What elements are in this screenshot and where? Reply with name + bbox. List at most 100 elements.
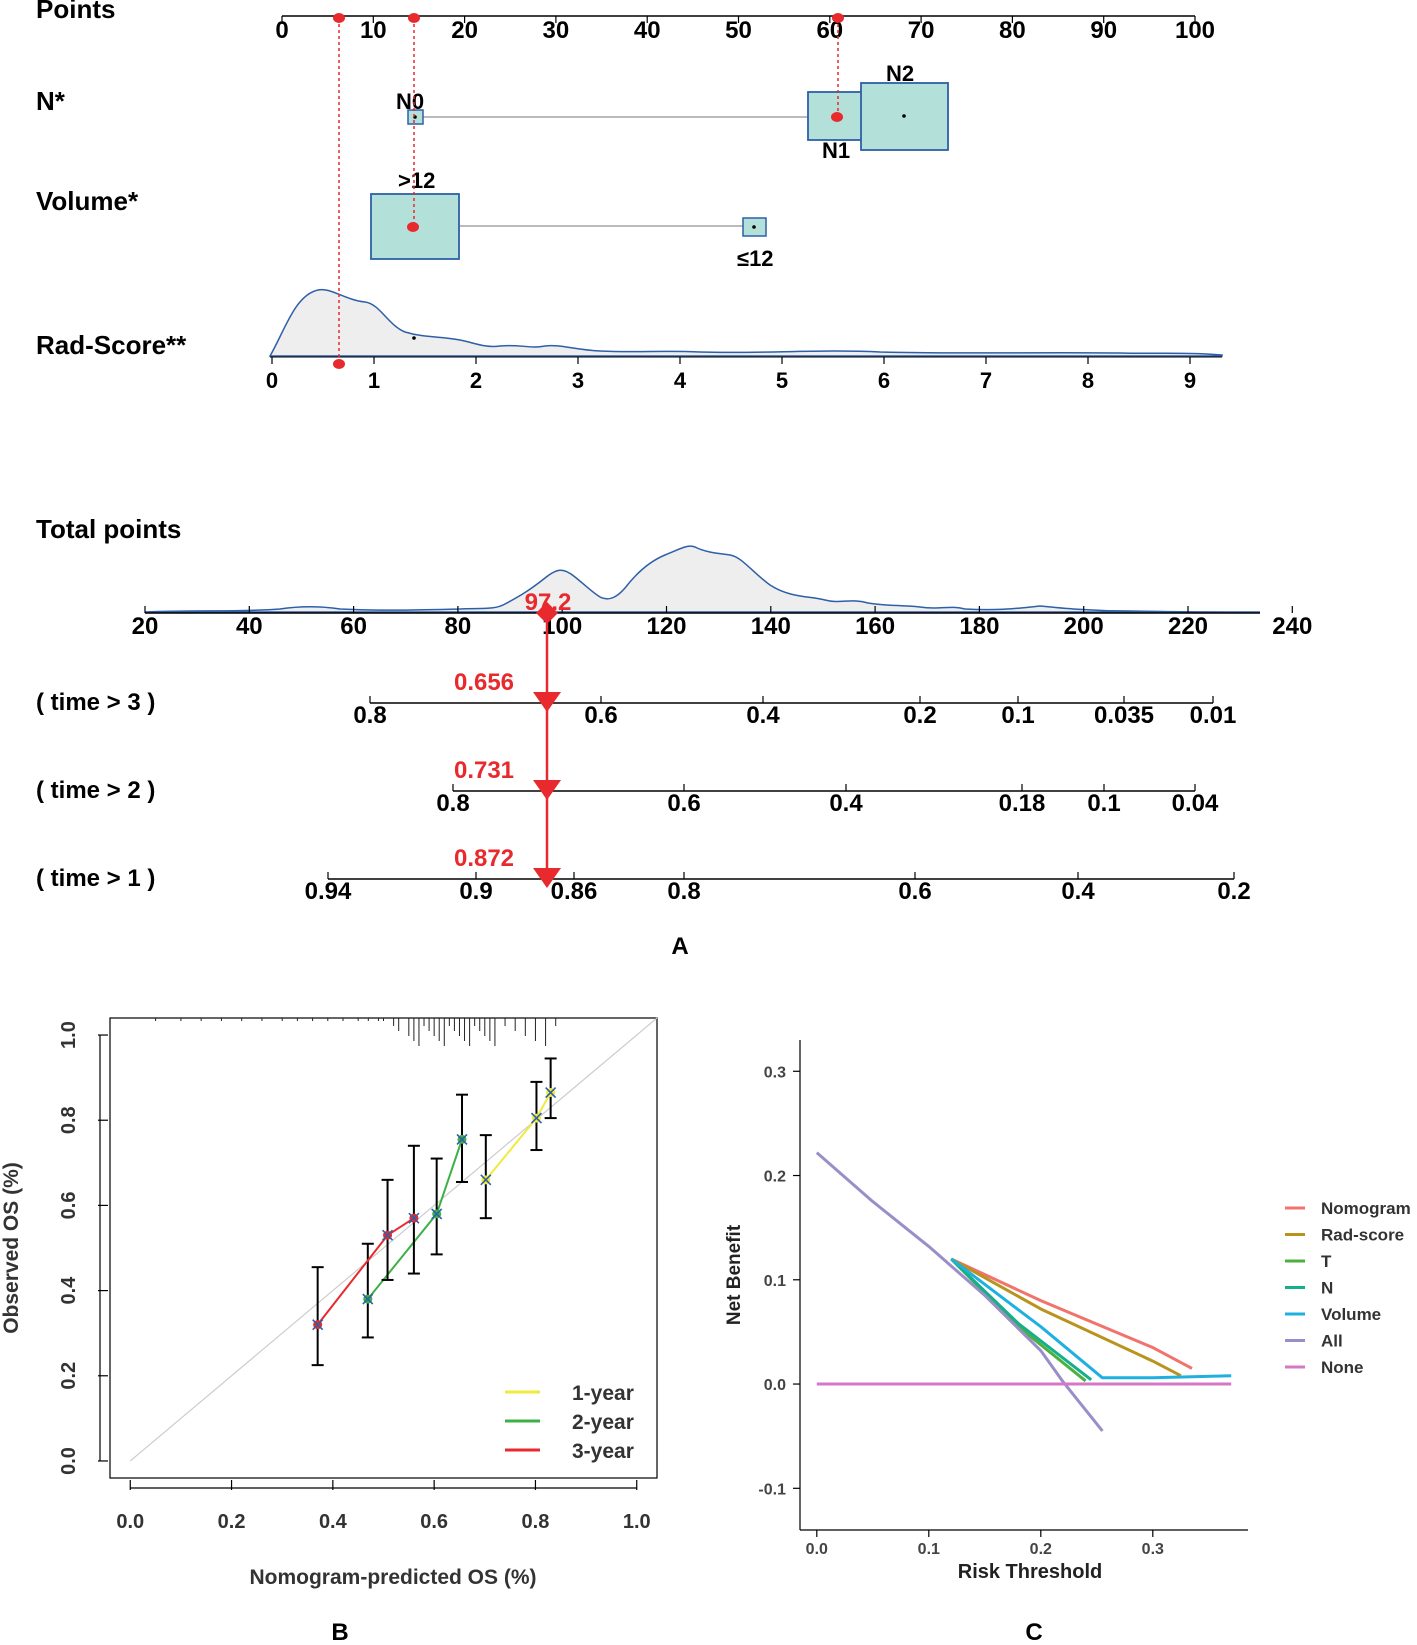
tick-label: 0.86 — [551, 878, 598, 905]
tick-label: 7 — [980, 368, 992, 393]
tick-label: 0.8 — [667, 878, 700, 905]
legend-label: 3-year — [572, 1440, 634, 1463]
selection-guides — [338, 18, 839, 366]
tick-label: 0.94 — [305, 878, 352, 905]
time2-tick-group: 0.8 0.6 0.4 0.18 0.1 0.04 — [436, 784, 1219, 817]
tick-label: 0.4 — [1061, 878, 1095, 905]
dca-ylabel: Net Benefit — [724, 1224, 745, 1325]
calibration-legend: 1-year 2-year 3-year — [505, 1382, 634, 1463]
time2-axis: 0.8 0.6 0.4 0.18 0.1 0.04 — [436, 784, 1219, 817]
tick-label: 0.6 — [584, 702, 617, 729]
tick-label: 2 — [470, 368, 482, 393]
point-cross — [362, 1293, 374, 1305]
tick-label: 0.6 — [898, 878, 931, 905]
legend-label: 2-year — [572, 1411, 634, 1434]
y-tick-label: 0.2 — [764, 1169, 786, 1186]
tick-label: 0.035 — [1094, 702, 1154, 729]
x-tick-label: 1.0 — [623, 1511, 651, 1533]
y-tick-label: 0.1 — [764, 1273, 786, 1290]
series-Nomogram-line — [950, 1257, 1193, 1370]
x-tick-label: 0.0 — [806, 1541, 828, 1558]
tick-label: 0.01 — [1190, 702, 1237, 729]
y-tick-label: 0.3 — [764, 1064, 786, 1081]
point-cross — [456, 1133, 468, 1145]
marker-n — [832, 13, 844, 23]
volume-row: >12 ≤12 — [370, 168, 774, 271]
point-cross — [381, 1229, 394, 1241]
time1-prediction: 0.872 — [454, 845, 514, 872]
tick-label: 240 — [1272, 613, 1312, 640]
tick-label: 220 — [1168, 613, 1208, 640]
volume-le12-label: ≤12 — [737, 246, 774, 271]
tick-label: 140 — [751, 613, 791, 640]
tick-label: 0 — [266, 368, 278, 393]
total-points-row: 20 40 60 80 100 120 140 160 180 200 220 240 97.2 — [132, 545, 1312, 640]
dca-xlabel: Risk Threshold — [958, 1561, 1102, 1583]
legend-label: 1-year — [572, 1382, 634, 1405]
tick-label: 60 — [340, 613, 367, 640]
dca-panel: 0.0 0.1 0.2 0.3 -0.1 0.0 0.1 0.2 0.3 Risk Thresh… — [724, 1040, 1411, 1645]
tick-label: 6 — [878, 368, 890, 393]
tick-label: 4 — [674, 368, 687, 393]
y-tick-label: 0.0 — [58, 1447, 80, 1475]
dca-series — [815, 1151, 1232, 1432]
legend-label: T — [1321, 1252, 1332, 1271]
point-cross — [431, 1208, 443, 1220]
n2-label: N2 — [886, 61, 914, 86]
tick-label: 0.8 — [436, 790, 469, 817]
point-cross — [312, 1319, 324, 1331]
tick-label: 120 — [646, 613, 686, 640]
calibration-axes: 0.0 0.2 0.4 0.6 0.8 1.0 0.0 0.2 0.4 0.6 0.8 1.0 — [58, 1021, 651, 1533]
time2-prediction: 0.731 — [454, 757, 514, 784]
y-tick-label: 0.8 — [58, 1106, 80, 1134]
x-tick-label: 0.4 — [319, 1511, 348, 1533]
tick-label: 0.04 — [1172, 790, 1219, 817]
calibration-series — [311, 1057, 557, 1367]
calibration-ylabel: Observed OS (%) — [0, 1162, 23, 1334]
time1-axis: 0.94 0.9 0.86 0.8 0.6 0.4 0.2 — [305, 872, 1251, 905]
tick-label: 20 — [451, 17, 478, 44]
tick-label: 0 — [275, 17, 288, 44]
tick-label: 10 — [360, 17, 387, 44]
total-points-density — [144, 545, 1261, 613]
calibration-diagonal — [129, 1017, 658, 1462]
point-cross — [530, 1112, 543, 1124]
panel-c-label: C — [1025, 1619, 1042, 1645]
point-cross — [408, 1212, 420, 1224]
y-tick-label: -0.1 — [758, 1481, 786, 1498]
tick-label: 30 — [543, 17, 570, 44]
tick-label: 8 — [1082, 368, 1094, 393]
marker-rad — [333, 13, 345, 23]
tick-label: 0.1 — [1087, 790, 1120, 817]
point-cross — [545, 1086, 557, 1099]
y-tick-label: 0.0 — [764, 1377, 786, 1394]
x-tick-label: 0.6 — [420, 1511, 448, 1533]
rad-score-density — [268, 288, 1223, 357]
time1-tick-group: 0.94 0.9 0.86 0.8 0.6 0.4 0.2 — [305, 872, 1251, 905]
tick-label: 200 — [1064, 613, 1104, 640]
n0-label: N0 — [396, 89, 424, 114]
tick-label: 0.1 — [1001, 702, 1034, 729]
series-N-line — [950, 1257, 1093, 1382]
legend-label: Rad-score — [1321, 1226, 1404, 1245]
panel-a-label: A — [671, 933, 688, 960]
y-tick-label: 0.2 — [58, 1362, 80, 1390]
total-marker — [536, 602, 558, 624]
tick-label: 50 — [725, 17, 752, 44]
time3-axis: 0.8 0.6 0.4 0.2 0.1 0.035 0.01 — [353, 696, 1236, 729]
time3-prediction: 0.656 — [454, 669, 514, 696]
tick-label: 9 — [1184, 368, 1196, 393]
tick-label: 5 — [776, 368, 788, 393]
tick-label: 3 — [572, 368, 584, 393]
tick-label: 0.9 — [459, 878, 492, 905]
series-Rad-score-line — [950, 1257, 1182, 1378]
y-tick-label: 1.0 — [58, 1021, 80, 1049]
x-tick-label: 0.3 — [1142, 1541, 1164, 1558]
y-tick-label: 0.6 — [58, 1192, 80, 1220]
time3-marker — [533, 692, 561, 712]
n-row: N0 N1 N2 — [396, 61, 949, 163]
marker-volume — [408, 13, 420, 23]
calibration-panel: 0.0 0.2 0.4 0.6 0.8 1.0 0.0 0.2 0.4 0.6 0.8 1.0 Nom… — [0, 1017, 658, 1645]
legend-label: Nomogram — [1321, 1199, 1411, 1218]
